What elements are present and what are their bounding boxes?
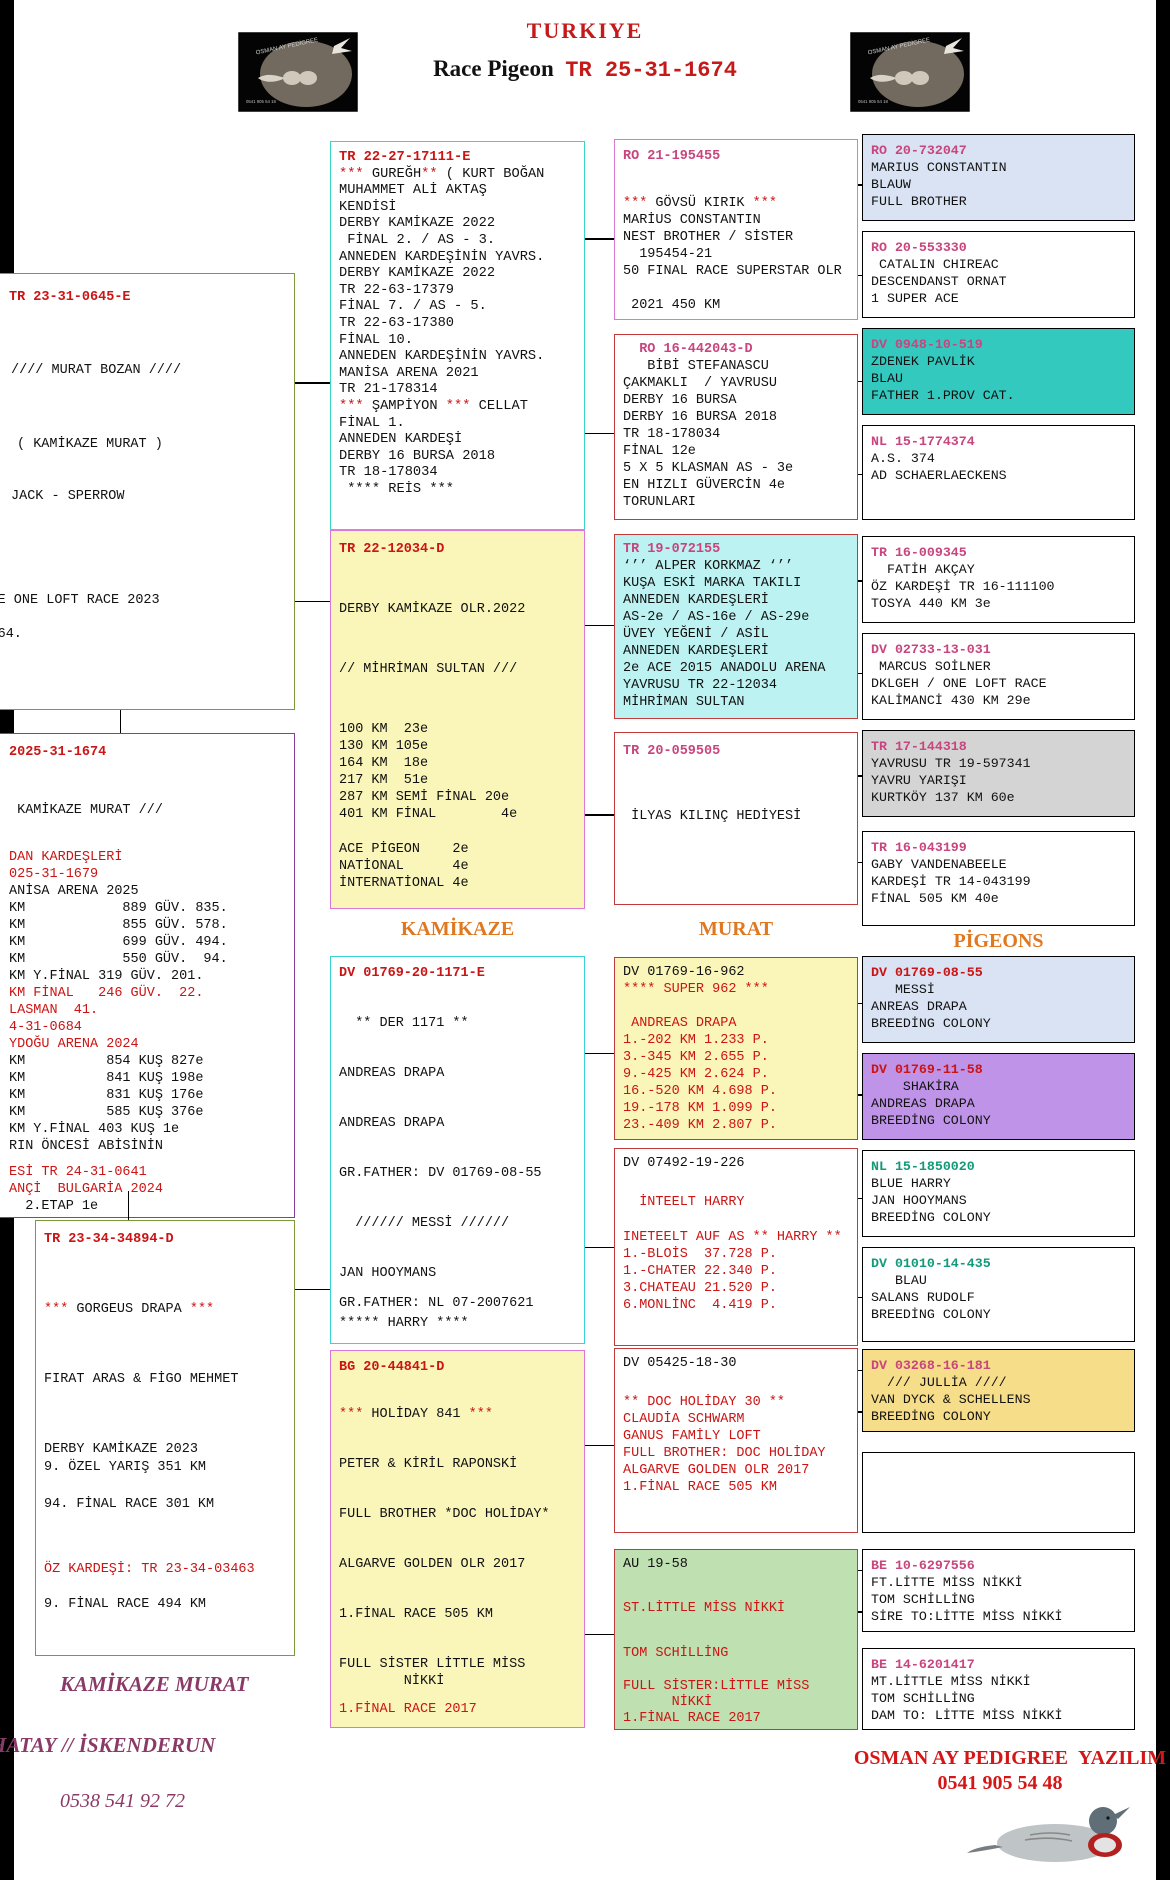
svg-text:0541 905 54 18: 0541 905 54 18 bbox=[246, 99, 276, 104]
svg-text:0541 905 54 18: 0541 905 54 18 bbox=[858, 99, 888, 104]
